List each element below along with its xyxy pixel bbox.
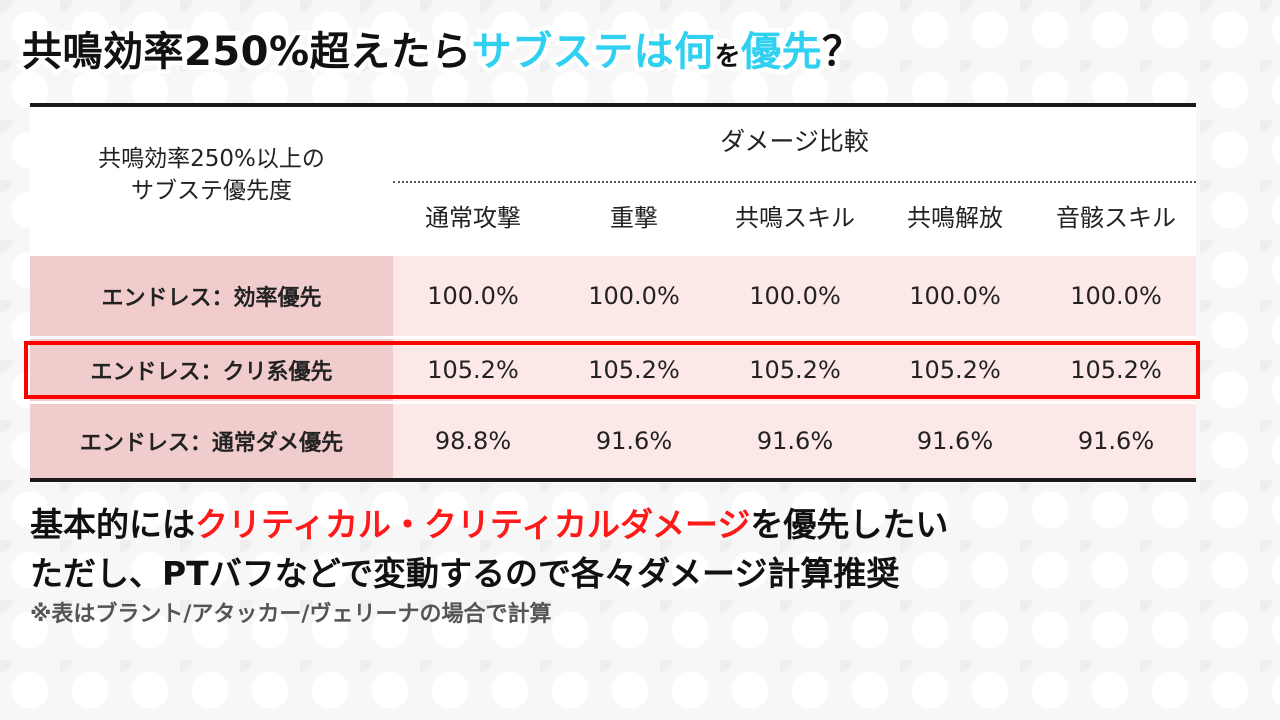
table-top-rule bbox=[30, 103, 1196, 107]
corner-label: 共鳴効率250%以上の サブステ優先度 bbox=[30, 143, 393, 207]
table-cell: 105.2% bbox=[588, 356, 680, 384]
row-values: 105.2% 105.2% 105.2% 105.2% 105.2% bbox=[393, 339, 1196, 401]
row-values: 98.8% 91.6% 91.6% 91.6% 91.6% bbox=[393, 404, 1196, 478]
table-cell: 100.0% bbox=[909, 282, 1001, 310]
group-header: ダメージ比較 bbox=[720, 127, 869, 156]
table-bottom-rule bbox=[30, 478, 1196, 482]
title-part-5: ？ bbox=[818, 25, 867, 80]
page-title: 共鳴効率250%超えたらサブステは何を優先？ bbox=[18, 22, 867, 82]
highlight-frame bbox=[24, 341, 1200, 399]
row-label: エンドレス：クリ系優先 bbox=[30, 339, 393, 401]
table-cell: 91.6% bbox=[916, 427, 994, 455]
table-cell: 100.0% bbox=[588, 282, 680, 310]
group-header-divider bbox=[393, 181, 1196, 183]
row-values: 100.0% 100.0% 100.0% 100.0% 100.0% bbox=[393, 256, 1196, 336]
note-line-1-prefix: 基本的には bbox=[30, 505, 195, 544]
comparison-table: 共鳴効率250%以上の サブステ優先度 ダメージ比較 通常攻撃 重撃 共鳴スキル… bbox=[24, 103, 1200, 483]
title-part-1: 共鳴効率250%超えたら bbox=[18, 25, 476, 80]
note-line-2: ただし、PTバフなどで変動するので各々ダメージ計算推奨 bbox=[30, 554, 900, 593]
column-header: 通常攻撃 bbox=[425, 204, 521, 232]
table-row: エンドレス：クリ系優先 105.2% 105.2% 105.2% 105.2% … bbox=[30, 339, 1196, 401]
corner-label-line-2: サブステ優先度 bbox=[131, 178, 292, 204]
table-cell: 100.0% bbox=[749, 282, 841, 310]
table-cell: 91.6% bbox=[756, 427, 834, 455]
row-label: エンドレス：効率優先 bbox=[30, 256, 393, 336]
title-part-2: サブステは何 bbox=[467, 25, 719, 80]
table-cell: 105.2% bbox=[909, 356, 1001, 384]
table-cell: 91.6% bbox=[1077, 427, 1155, 455]
column-header: 共鳴解放 bbox=[907, 204, 1003, 232]
table-row: エンドレス：効率優先 100.0% 100.0% 100.0% 100.0% 1… bbox=[30, 256, 1196, 336]
table-cell: 105.2% bbox=[749, 356, 841, 384]
table-cell: 100.0% bbox=[427, 282, 519, 310]
table-cell: 98.8% bbox=[434, 427, 512, 455]
column-header: 重撃 bbox=[610, 204, 658, 232]
title-part-3: を bbox=[710, 38, 745, 77]
table-cell: 105.2% bbox=[427, 356, 519, 384]
table-cell: 91.6% bbox=[595, 427, 673, 455]
title-part-4: 優先 bbox=[737, 25, 827, 80]
note-line-3: ※表はブラント/アタッカー/ヴェリーナの場合で計算 bbox=[30, 602, 552, 627]
column-header: 音骸スキル bbox=[1056, 204, 1176, 232]
note-line-1-highlight: クリティカル・クリティカルダメージ bbox=[195, 505, 751, 544]
row-label: エンドレス：通常ダメ優先 bbox=[30, 404, 393, 478]
table-cell: 105.2% bbox=[1070, 356, 1162, 384]
note-line-1: 基本的にはクリティカル・クリティカルダメージを優先したい bbox=[30, 503, 948, 547]
table-row: エンドレス：通常ダメ優先 98.8% 91.6% 91.6% 91.6% 91.… bbox=[30, 404, 1196, 478]
table-cell: 100.0% bbox=[1070, 282, 1162, 310]
column-header: 共鳴スキル bbox=[735, 204, 855, 232]
corner-label-line-1: 共鳴効率250%以上の bbox=[98, 146, 325, 172]
note-line-1-suffix: を優先したい bbox=[750, 505, 949, 544]
